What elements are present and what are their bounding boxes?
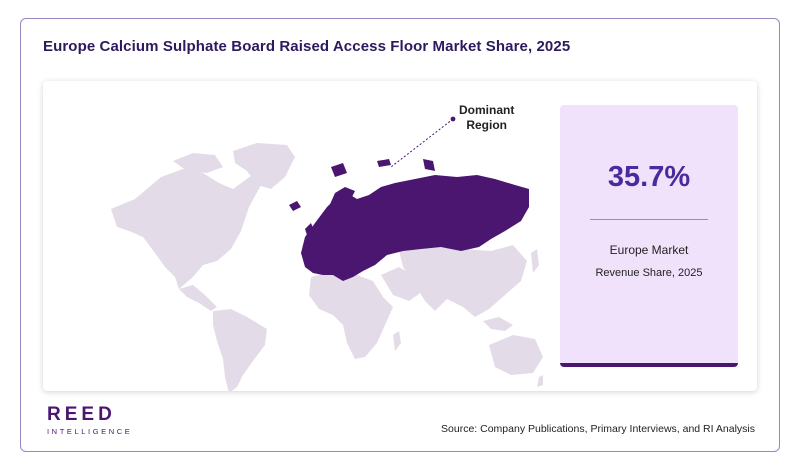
region-japan bbox=[531, 249, 539, 273]
dominant-region-callout: Dominant Region bbox=[459, 103, 514, 133]
region-new-zealand bbox=[537, 375, 543, 387]
page-title: Europe Calcium Sulphate Board Raised Acc… bbox=[43, 38, 571, 55]
stat-divider bbox=[590, 219, 708, 220]
stat-value: 35.7% bbox=[607, 161, 691, 193]
region-asia bbox=[399, 245, 527, 317]
highlighted-europe-russia bbox=[289, 159, 529, 281]
region-europe-russia bbox=[301, 175, 529, 281]
region-south-america bbox=[213, 309, 267, 391]
region-uk bbox=[305, 223, 315, 241]
region-southeast-asia bbox=[483, 317, 513, 331]
region-svalbard bbox=[331, 163, 347, 177]
region-iceland bbox=[289, 201, 301, 211]
region-madagascar bbox=[393, 331, 401, 351]
world-map bbox=[111, 116, 543, 391]
region-far-east-island bbox=[501, 183, 511, 193]
callout-dot bbox=[450, 116, 456, 122]
callout-line2: Region bbox=[466, 118, 507, 132]
stat-label: Europe Market bbox=[609, 243, 689, 257]
region-greenland bbox=[233, 143, 295, 189]
chart-frame: Europe Calcium Sulphate Board Raised Acc… bbox=[20, 18, 780, 452]
callout-line bbox=[390, 118, 454, 168]
callout-line1: Dominant bbox=[459, 103, 515, 117]
brand-tagline: INTELLIGENCE bbox=[47, 427, 133, 436]
map-panel: Dominant Region 35.7% Europe Market Reve… bbox=[43, 81, 757, 391]
land-regions bbox=[111, 143, 543, 391]
region-north-america bbox=[111, 169, 261, 289]
region-arctic-islands-1 bbox=[377, 159, 391, 167]
region-australia bbox=[489, 335, 543, 375]
region-central-america bbox=[179, 285, 217, 311]
source-note: Source: Company Publications, Primary In… bbox=[441, 423, 755, 435]
stat-card: 35.7% Europe Market Revenue Share, 2025 bbox=[560, 105, 738, 367]
region-scandinavia bbox=[327, 187, 355, 215]
stat-sublabel: Revenue Share, 2025 bbox=[595, 267, 703, 279]
brand-logo: REED INTELLIGENCE bbox=[47, 405, 132, 437]
region-arctic-canada bbox=[173, 153, 223, 173]
brand-name: REED bbox=[47, 404, 116, 425]
region-arctic-islands-2 bbox=[423, 159, 435, 171]
region-africa bbox=[309, 271, 393, 359]
